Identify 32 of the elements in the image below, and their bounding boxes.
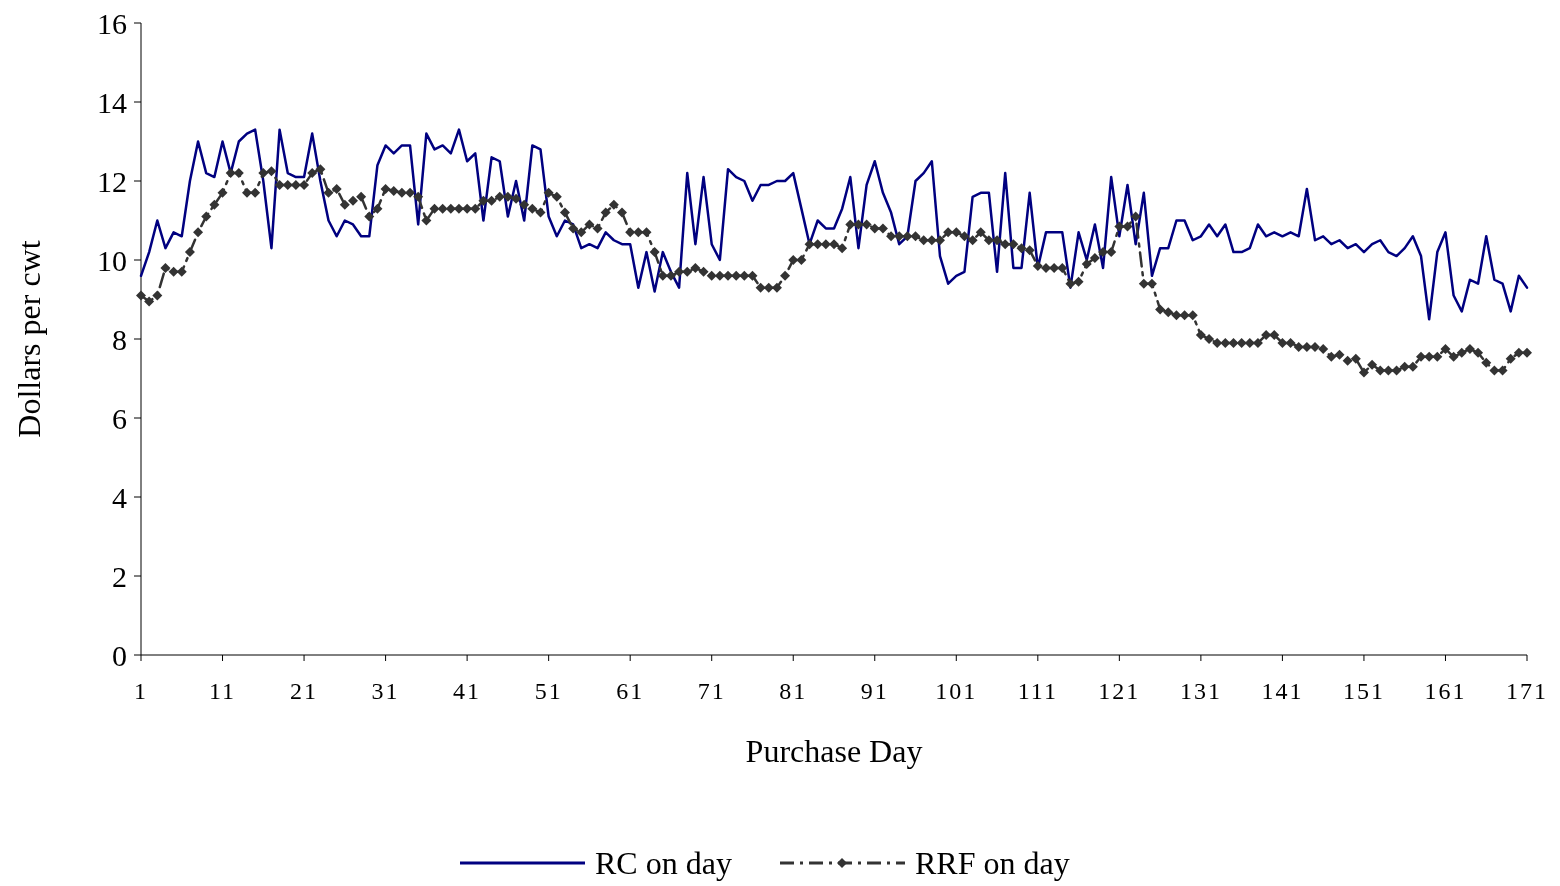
y-tick-label: 14 <box>97 85 127 119</box>
y-tick-label: 4 <box>112 480 127 514</box>
x-tick-label: 81 <box>779 678 808 704</box>
y-tick-label: 10 <box>97 243 127 277</box>
y-tick-label: 12 <box>97 164 127 198</box>
legend-label: RRF on day <box>915 845 1070 882</box>
legend-label: RC on day <box>595 845 732 882</box>
line-series <box>139 128 1529 321</box>
x-tick-label: 21 <box>290 678 319 704</box>
y-tick-label: 6 <box>112 401 127 435</box>
x-tick-label: 71 <box>697 678 726 704</box>
x-tick-label: 1 <box>134 678 148 704</box>
x-tick-label: 91 <box>860 678 889 704</box>
x-tick-label: 101 <box>935 678 978 704</box>
y-tick-label: 16 <box>97 6 127 40</box>
x-tick-label: 11 <box>208 678 237 704</box>
x-tick-label: 161 <box>1424 678 1467 704</box>
x-axis-title: Purchase Day <box>745 733 923 769</box>
x-tick-label: 121 <box>1098 678 1141 704</box>
x-tick-label: 131 <box>1179 678 1222 704</box>
x-tick-label: 41 <box>453 678 482 704</box>
x-tick-label: 61 <box>616 678 645 704</box>
x-tick-label: 51 <box>534 678 563 704</box>
x-tick-label: 171 <box>1506 678 1548 704</box>
y-tick-label: 0 <box>112 638 127 672</box>
y-axis-title: Dollars per cwt <box>11 240 47 438</box>
x-tick-label: 111 <box>1017 678 1058 704</box>
x-tick-label: 31 <box>371 678 400 704</box>
x-tick-label: 141 <box>1261 678 1304 704</box>
y-tick-label: 2 <box>112 559 127 593</box>
x-tick-label: 151 <box>1342 678 1385 704</box>
y-tick-label: 8 <box>112 322 127 356</box>
